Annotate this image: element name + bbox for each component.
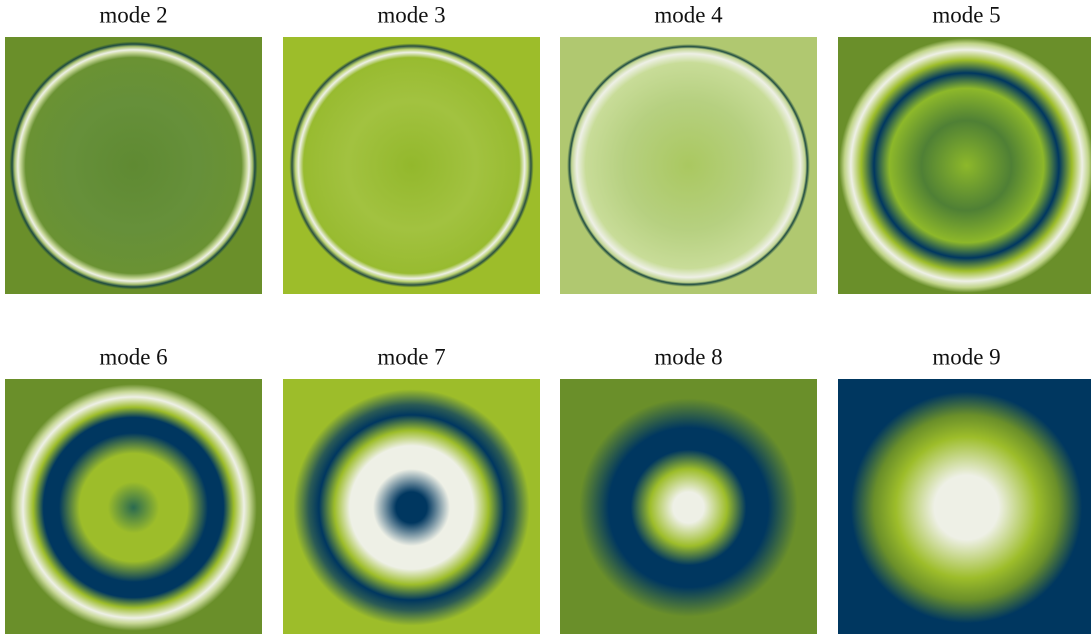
mode-image	[838, 37, 1091, 294]
panel-title: mode 8	[654, 344, 722, 369]
panel-title: mode 4	[654, 2, 723, 27]
panel-title: mode 7	[377, 344, 445, 369]
mode-image	[5, 37, 262, 294]
mode-image	[283, 37, 540, 294]
panel-title: mode 9	[932, 344, 1000, 369]
panel-title: mode 2	[99, 2, 167, 27]
mode-image	[560, 379, 817, 634]
mode-image	[5, 379, 262, 634]
mode-image	[283, 379, 540, 634]
panel-title: mode 6	[99, 344, 167, 369]
mode-image	[838, 379, 1091, 634]
panel-title: mode 3	[377, 2, 445, 27]
mode-image	[560, 37, 817, 294]
panel-title: mode 5	[932, 2, 1000, 27]
